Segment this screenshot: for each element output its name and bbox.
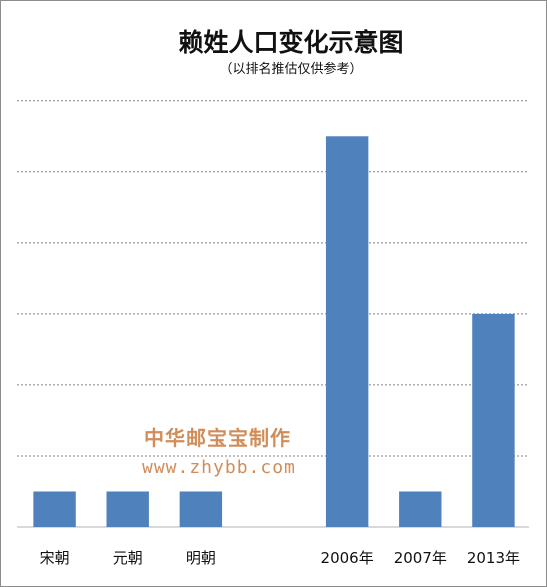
bar: [106, 491, 149, 527]
x-tick-label: 2007年: [394, 549, 447, 567]
bar: [179, 491, 223, 527]
bar: [472, 313, 515, 527]
gridlines: [17, 100, 529, 528]
chart-title: 赖姓人口变化示意图: [178, 28, 403, 57]
bar: [399, 491, 442, 527]
bar: [33, 491, 76, 527]
watermark: 中华邮宝宝制作 www.zhybb.com: [142, 426, 296, 478]
x-tick-label: 2013年: [467, 549, 520, 567]
x-tick-label: 明朝: [186, 549, 216, 567]
x-tick-label: 2006年: [321, 549, 374, 567]
bar: [325, 136, 369, 527]
x-tick-label: 元朝: [113, 549, 143, 567]
x-tick-label: 宋朝: [40, 549, 70, 567]
bars: [33, 136, 515, 527]
watermark-line1: 中华邮宝宝制作: [144, 426, 291, 450]
watermark-url: www.zhybb.com: [142, 457, 296, 478]
x-tick-labels: 宋朝 元朝 明朝 2006年 2007年 2013年: [40, 549, 520, 567]
chart-subtitle: （以排名推估仅供参考）: [219, 61, 362, 77]
